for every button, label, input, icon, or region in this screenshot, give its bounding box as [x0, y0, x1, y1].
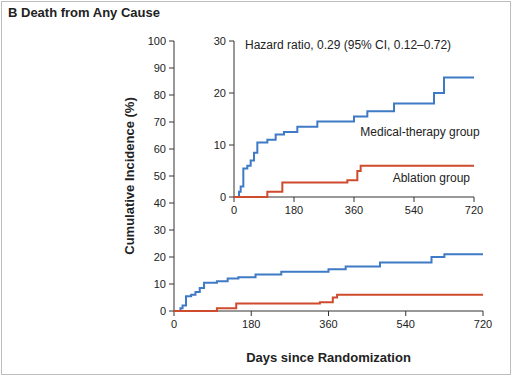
series-line — [174, 295, 483, 311]
y-tick — [169, 95, 174, 96]
y-tick — [169, 203, 174, 204]
x-tick-label: 180 — [242, 318, 260, 330]
x-tick-label: 540 — [405, 204, 423, 216]
y-tick-label: 30 — [154, 224, 166, 236]
y-tick-label: 40 — [154, 197, 166, 209]
y-tick-label: 80 — [154, 89, 166, 101]
y-tick — [229, 93, 234, 94]
y-tick — [229, 197, 234, 198]
series-label: Medical-therapy group — [360, 125, 480, 139]
y-tick-label: 20 — [154, 251, 166, 263]
y-tick — [169, 230, 174, 231]
y-tick — [169, 122, 174, 123]
y-tick-label: 10 — [154, 278, 166, 290]
y-tick — [229, 145, 234, 146]
y-axis — [234, 41, 235, 197]
y-tick-label: 50 — [154, 170, 166, 182]
y-tick-label: 60 — [154, 143, 166, 155]
y-tick — [229, 41, 234, 42]
chart-0: B Death from Any Cause Days since Randomi… — [8, 5, 492, 365]
panel-frame — [2, 2, 511, 375]
y-tick-label: 20 — [214, 87, 226, 99]
x-tick — [414, 197, 415, 202]
series-label: Ablation group — [393, 171, 471, 185]
y-tick-label: 0 — [160, 305, 166, 317]
y-tick-label: 0 — [220, 191, 226, 203]
x-axis-label: Days since Randomization — [246, 350, 411, 365]
x-tick-label: 0 — [231, 204, 237, 216]
chart-1: 0 10 20 30 0 180 360 540 720 Medical-therapy grou… — [214, 35, 483, 216]
y-tick — [169, 149, 174, 150]
x-tick — [328, 311, 329, 316]
series-line — [174, 254, 483, 311]
x-tick-label: 720 — [474, 318, 492, 330]
y-tick-label: 30 — [214, 35, 226, 47]
y-tick-label: 10 — [214, 139, 226, 151]
annotation: Hazard ratio, 0.29 (95% CI, 0.12–0.72) — [245, 38, 451, 52]
y-tick — [169, 257, 174, 258]
x-tick-label: 180 — [285, 204, 303, 216]
y-tick — [169, 41, 174, 42]
x-tick-label: 720 — [465, 204, 483, 216]
y-tick-label: 70 — [154, 116, 166, 128]
x-tick-label: 360 — [319, 318, 337, 330]
x-tick-label: 540 — [397, 318, 415, 330]
x-tick — [405, 311, 406, 316]
x-tick — [294, 197, 295, 202]
y-tick-label: 90 — [154, 62, 166, 74]
x-tick-label: 360 — [345, 204, 363, 216]
y-axis-label: Cumulative Incidence (%) — [122, 97, 137, 254]
marks — [174, 254, 483, 311]
title: B Death from Any Cause — [8, 5, 160, 20]
series-line — [234, 166, 474, 197]
y-tick — [169, 176, 174, 177]
x-tick — [474, 197, 475, 202]
chart-root: B Death from Any Cause Days since Randomi… — [0, 0, 512, 376]
x-tick-label: 0 — [171, 318, 177, 330]
x-tick — [354, 197, 355, 202]
x-tick — [251, 311, 252, 316]
y-tick-label: 100 — [148, 35, 166, 47]
y-tick — [169, 284, 174, 285]
y-tick — [169, 68, 174, 69]
y-tick — [169, 311, 174, 312]
x-tick — [483, 311, 484, 316]
